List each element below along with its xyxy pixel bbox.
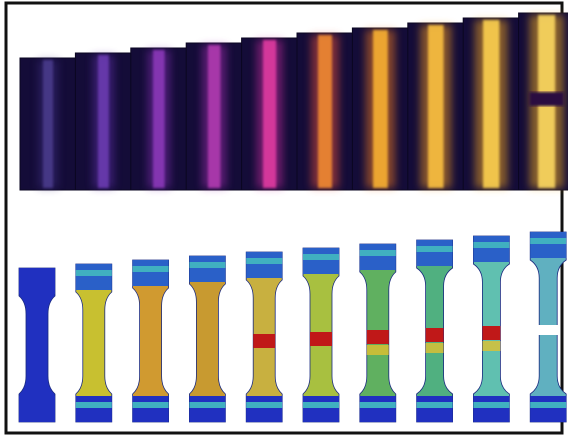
cap-band — [76, 402, 112, 408]
grip-bottom — [19, 396, 55, 422]
grip-top — [530, 232, 566, 258]
heat-band — [428, 25, 444, 188]
neck-band — [426, 328, 444, 342]
grip-top — [76, 264, 112, 290]
heat-band — [208, 45, 220, 188]
strain-band — [426, 343, 444, 353]
cap-band — [360, 250, 396, 256]
heat-band — [483, 20, 499, 188]
heat-band — [373, 30, 388, 188]
grip-top — [189, 256, 225, 282]
grip-bottom — [133, 396, 169, 422]
strain-band — [367, 345, 389, 355]
neck-band — [310, 332, 332, 346]
grip-bottom — [530, 396, 566, 422]
grip-top — [360, 244, 396, 270]
grip-bottom — [76, 396, 112, 422]
cap-band — [473, 242, 509, 248]
cap-band — [133, 402, 169, 408]
cap-band — [303, 402, 339, 408]
heat-band — [318, 35, 332, 188]
neck-band — [367, 330, 389, 344]
heat-band — [153, 50, 165, 188]
heat-band — [43, 60, 53, 188]
cap-band — [246, 258, 282, 264]
cap-band — [530, 238, 566, 244]
neck-band — [253, 334, 275, 348]
grip-bottom — [303, 396, 339, 422]
grip-top — [133, 260, 169, 286]
grip-bottom — [189, 396, 225, 422]
cap-band — [473, 402, 509, 408]
cap-band — [189, 262, 225, 268]
grip-top — [246, 252, 282, 278]
heat-band — [263, 40, 276, 188]
neck-band — [482, 326, 500, 340]
cap-band — [303, 254, 339, 260]
neck-gap — [529, 92, 563, 106]
grip-bottom — [417, 396, 453, 422]
cap-band — [530, 402, 566, 408]
strain-band — [482, 341, 500, 351]
fracture — [537, 325, 559, 335]
cap-band — [246, 402, 282, 408]
grip-bottom — [473, 396, 509, 422]
cap-band — [76, 270, 112, 276]
cap-band — [133, 266, 169, 272]
heat-band — [98, 55, 109, 188]
grip-top — [473, 236, 509, 262]
cap-band — [417, 246, 453, 252]
grip-bottom — [246, 396, 282, 422]
cap-band — [189, 402, 225, 408]
figure — [0, 0, 568, 436]
grip-top — [417, 240, 453, 266]
cap-band — [360, 402, 396, 408]
grip-top — [19, 268, 55, 294]
grip-top — [303, 248, 339, 274]
grip-bottom — [360, 396, 396, 422]
cap-band — [417, 402, 453, 408]
